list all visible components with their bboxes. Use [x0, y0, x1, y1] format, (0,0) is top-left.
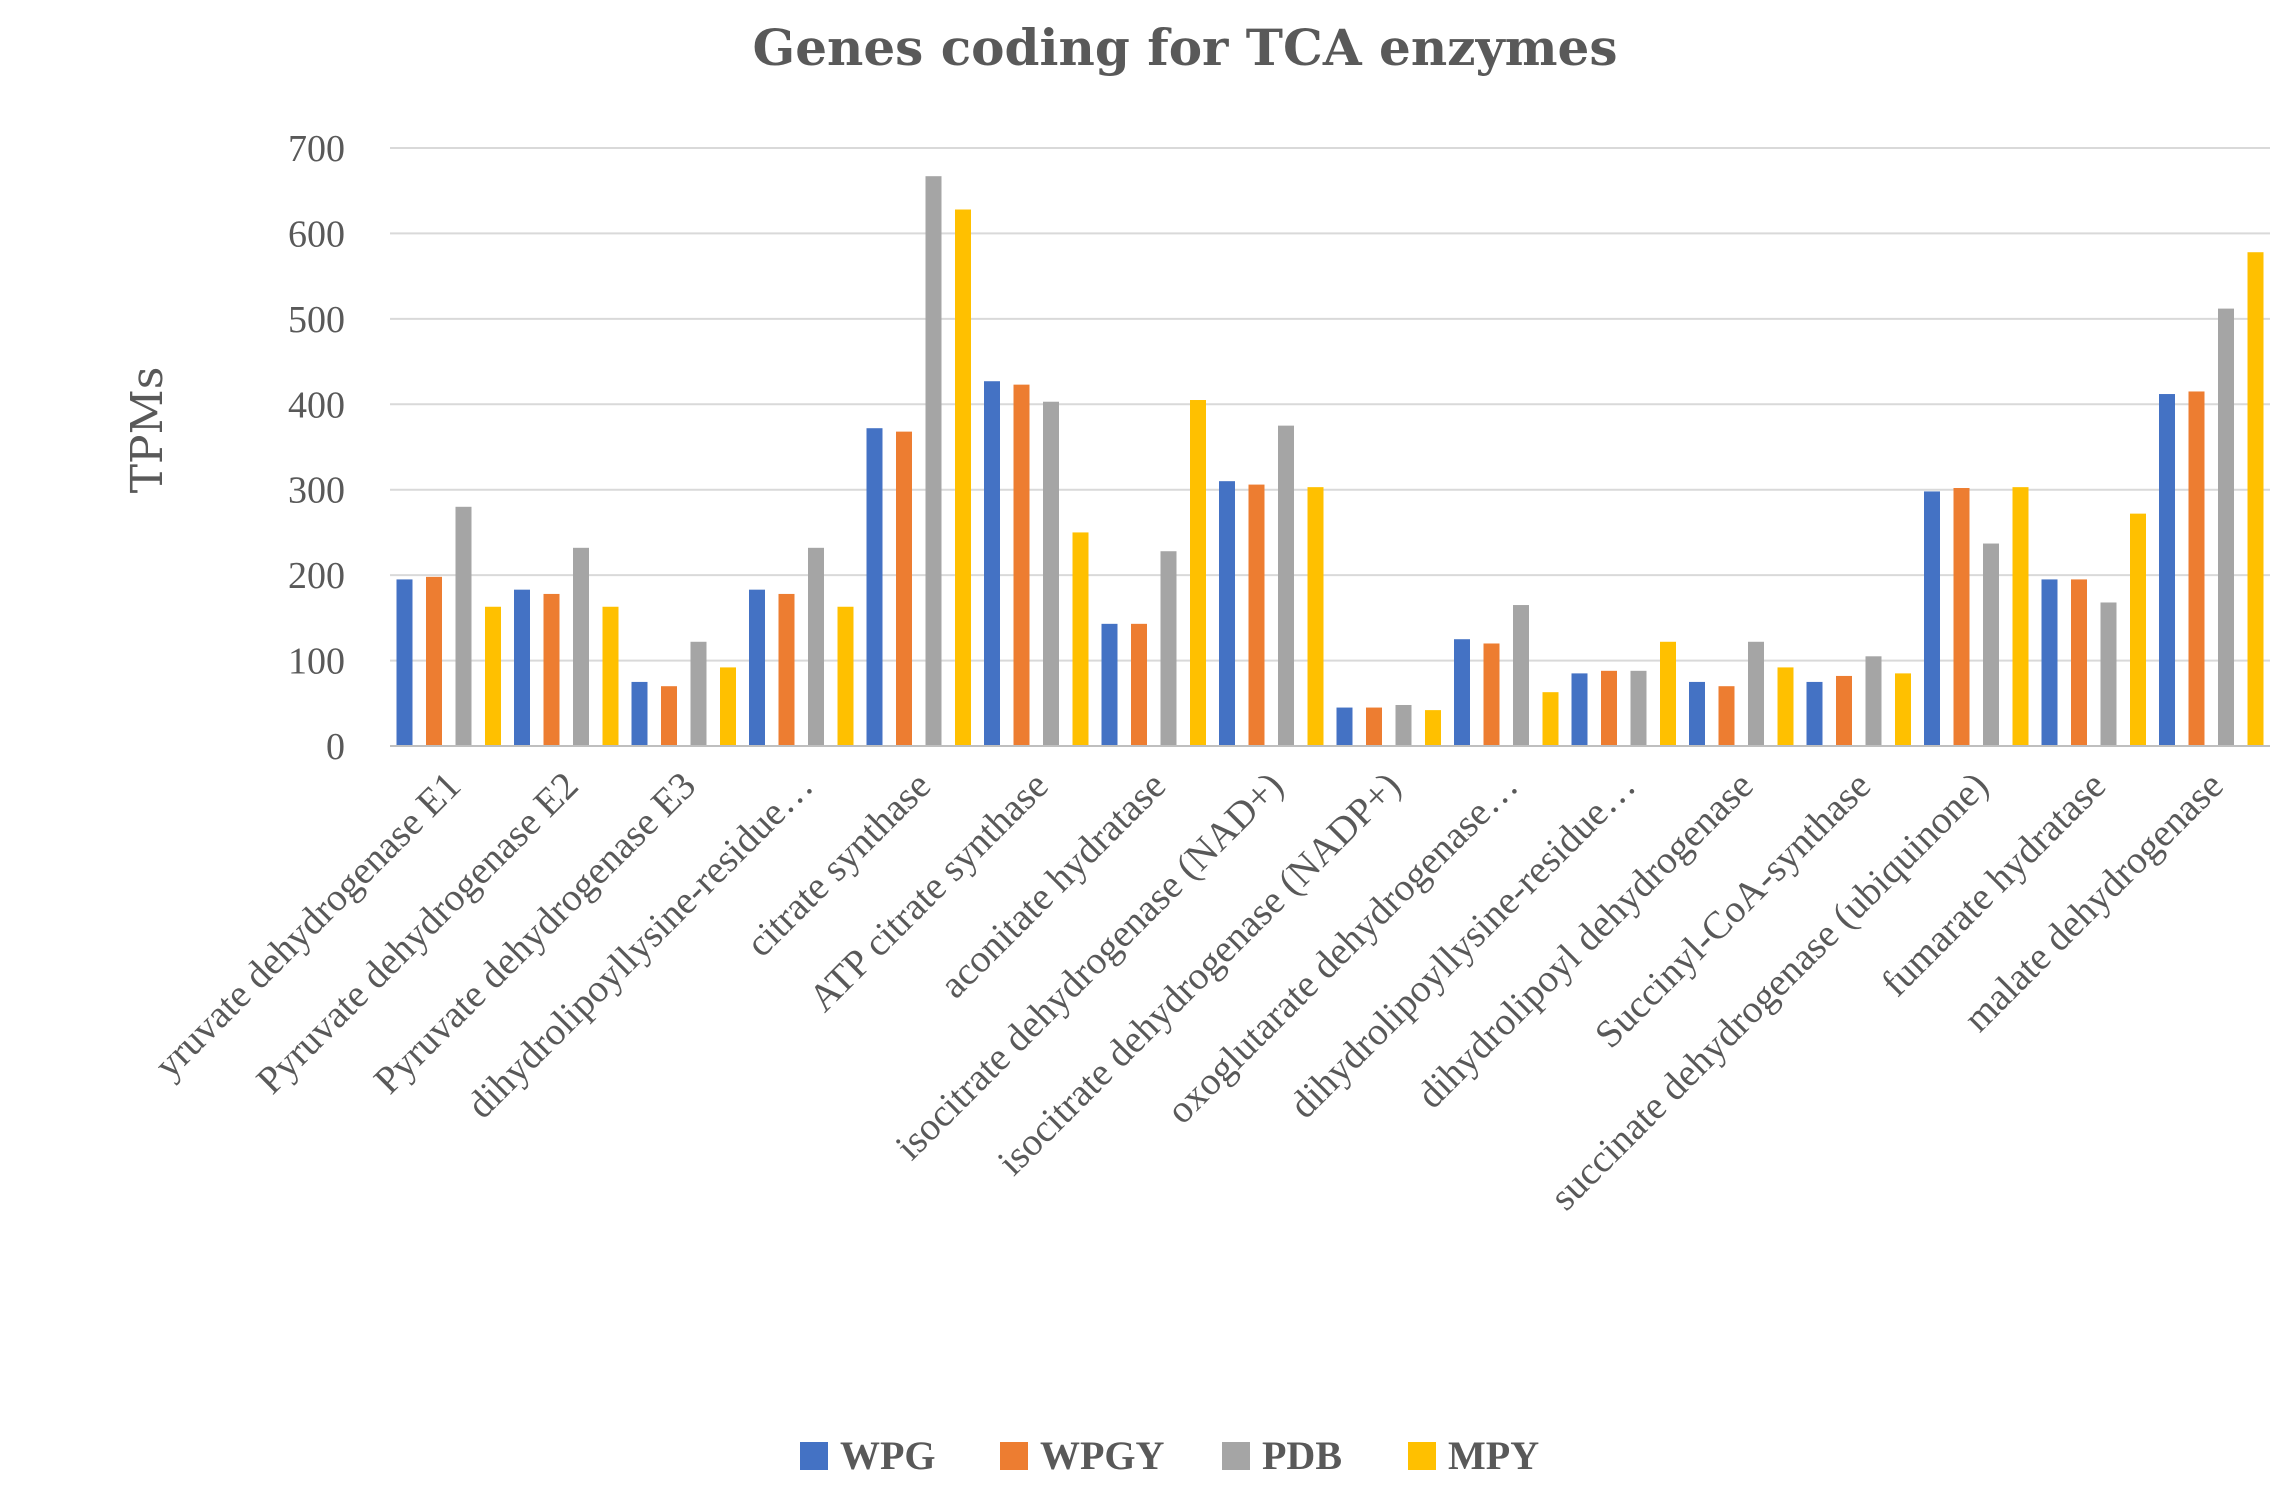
bar-mpy	[485, 606, 501, 746]
bar-wpg	[749, 589, 765, 746]
bar-mpy	[837, 606, 854, 746]
bar-pdb	[1630, 670, 1647, 746]
bar-pdb	[690, 641, 707, 746]
bar-mpy	[1895, 673, 1911, 746]
bars	[396, 176, 2264, 747]
bar-wpgy	[1248, 484, 1265, 746]
legend-swatch-wpgy	[1000, 1442, 1028, 1470]
bar-mpy	[602, 606, 619, 746]
bar-pdb	[455, 506, 472, 746]
gridlines	[390, 147, 2270, 662]
y-axis-label: TPMs	[122, 367, 173, 494]
bar-pdb	[1160, 551, 1177, 746]
bar-mpy	[1660, 641, 1676, 746]
bar-pdb	[1395, 704, 1412, 746]
bar-wpg	[1806, 681, 1823, 746]
bar-wpg	[2041, 579, 2058, 746]
legend-label-wpgy: WPGY	[1040, 1433, 1165, 1478]
bar-mpy	[2247, 252, 2264, 747]
bar-mpy	[1542, 692, 1559, 746]
bar-wpgy	[1836, 675, 1852, 746]
bar-mpy	[1777, 667, 1794, 746]
bar-mpy	[2130, 513, 2146, 746]
y-tick-label: 400	[288, 384, 345, 426]
x-category-label: aconitate hydratase	[932, 764, 1174, 1006]
bar-pdb	[573, 547, 589, 746]
x-category-label: succinate dehydrogenase (ubiquinone)	[1542, 764, 1997, 1219]
bar-wpg	[1336, 707, 1353, 746]
bar-mpy	[1425, 710, 1441, 746]
bar-pdb	[2100, 602, 2117, 746]
bar-pdb	[2218, 308, 2234, 746]
bar-wpg	[396, 579, 413, 746]
bar-mpy	[955, 209, 971, 747]
bar-wpg	[1219, 481, 1235, 746]
bar-wpgy	[1718, 686, 1735, 746]
bar-wpgy	[778, 593, 795, 746]
legend-label-mpy: MPY	[1448, 1433, 1539, 1478]
legend-swatch-pdb	[1222, 1442, 1250, 1470]
bar-wpgy	[1013, 384, 1030, 746]
bar-pdb	[1513, 605, 1529, 746]
y-tick-label: 500	[288, 299, 345, 341]
bar-pdb	[1865, 656, 1882, 746]
y-tick-label: 0	[326, 726, 345, 768]
y-axis-ticks: 0 100 200 300 400 500 600 700	[288, 128, 345, 768]
legend: WPG WPGY PDB MPY	[800, 1433, 1539, 1478]
y-tick-label: 700	[288, 128, 345, 170]
bar-wpgy	[1131, 623, 1147, 746]
y-tick-label: 300	[288, 470, 345, 512]
bar-mpy	[1072, 532, 1089, 746]
bar-wpg	[984, 381, 1000, 746]
bar-wpgy	[2071, 579, 2087, 746]
y-tick-label: 600	[288, 213, 345, 255]
bar-mpy	[720, 667, 736, 746]
bar-wpgy	[661, 686, 677, 746]
bar-wpgy	[543, 593, 560, 746]
bar-wpgy	[1601, 670, 1617, 746]
bar-pdb	[925, 176, 942, 747]
legend-swatch-mpy	[1408, 1442, 1436, 1470]
legend-label-wpg: WPG	[840, 1433, 936, 1478]
bar-mpy	[2012, 487, 2029, 746]
bar-wpg	[514, 589, 530, 746]
bar-wpg	[2159, 394, 2175, 746]
y-tick-label: 100	[288, 641, 345, 683]
x-category-label: fumarate hydratase	[1873, 764, 2114, 1005]
bar-wpg	[1571, 673, 1588, 746]
bar-wpg	[866, 428, 883, 746]
y-tick-label: 200	[288, 555, 345, 597]
bar-pdb	[808, 547, 824, 746]
bar-wpgy	[1953, 488, 1970, 746]
bar-wpg	[1454, 639, 1470, 746]
bar-mpy	[1190, 400, 1206, 746]
bar-wpg	[1689, 681, 1705, 746]
legend-label-pdb: PDB	[1262, 1433, 1342, 1478]
bar-wpg	[1101, 623, 1118, 746]
bar-wpg	[631, 681, 648, 746]
bar-wpgy	[1483, 643, 1500, 746]
bar-wpg	[1924, 491, 1940, 746]
bar-wpgy	[1366, 707, 1382, 746]
bar-pdb	[1748, 641, 1764, 746]
chart-title: Genes coding for TCA enzymes	[753, 18, 1618, 77]
bar-pdb	[1983, 543, 1999, 746]
bar-mpy	[1307, 487, 1324, 746]
bar-wpgy	[426, 576, 442, 746]
bar-pdb	[1043, 401, 1059, 746]
legend-swatch-wpg	[800, 1442, 828, 1470]
bar-wpgy	[896, 431, 912, 746]
bar-wpgy	[2188, 391, 2205, 746]
bar-pdb	[1278, 425, 1294, 746]
